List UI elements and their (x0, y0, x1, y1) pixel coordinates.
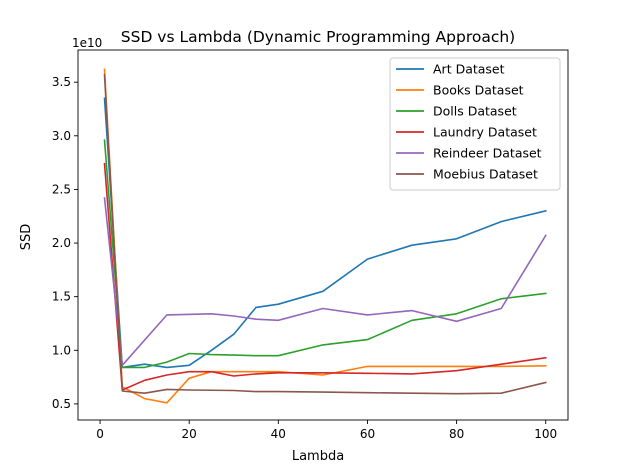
y-tick-label: 3.0 (52, 129, 71, 143)
y-offset-label: 1e10 (72, 36, 102, 50)
y-tick-label: 0.5 (52, 397, 71, 411)
x-tick-label: 40 (271, 427, 286, 441)
y-tick-label: 1.0 (52, 343, 71, 357)
y-tick-label: 1.5 (52, 290, 71, 304)
legend-box (389, 57, 561, 191)
y-tick-label: 2.0 (52, 236, 71, 250)
x-axis-label: Lambda (292, 449, 344, 464)
x-tick-label: 60 (360, 427, 375, 441)
series-line-3 (103, 162, 547, 391)
series-line-4 (103, 197, 547, 367)
series-line-5 (103, 73, 547, 395)
legend-label-1: Books Dataset (433, 83, 524, 98)
axes-layer: 0 20 40 60 80 100 0.5 1.0 1.5 2.0 2.5 3.0 3.5 (52, 49, 569, 441)
legend-label-3: Laundry Dataset (433, 125, 537, 140)
x-tick-label: 100 (534, 427, 557, 441)
legend: Art Dataset Books Dataset Dolls Dataset Lau… (389, 57, 561, 191)
legend-label-0: Art Dataset (433, 62, 505, 77)
chart-title: SSD vs Lambda (Dynamic Programming Appro… (121, 28, 515, 46)
series-layer (103, 68, 547, 404)
legend-label-4: Reindeer Dataset (433, 146, 542, 161)
series-line-2 (103, 139, 547, 369)
y-axis-label: SSD (19, 224, 34, 251)
x-tick-label: 20 (182, 427, 197, 441)
y-tick-label: 2.5 (52, 182, 71, 196)
axes-frame (77, 49, 569, 421)
legend-label-2: Dolls Dataset (433, 104, 517, 119)
x-tick-label: 80 (449, 427, 464, 441)
series-line-1 (103, 68, 547, 404)
legend-label-5: Moebius Dataset (433, 167, 538, 182)
y-tick-label: 3.5 (52, 75, 71, 89)
x-tick-label: 0 (96, 427, 104, 441)
